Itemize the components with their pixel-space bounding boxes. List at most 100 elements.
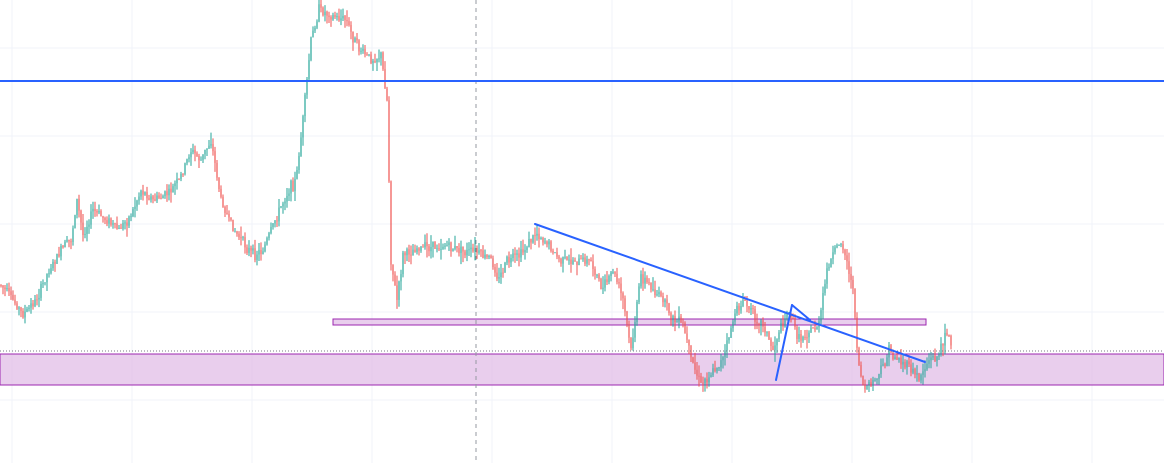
candle: [774, 336, 776, 362]
candle: [242, 235, 244, 241]
candle: [360, 47, 362, 55]
candle-body: [930, 357, 932, 361]
candle: [424, 234, 426, 250]
candle: [182, 173, 184, 178]
candle-body: [478, 250, 480, 253]
candle: [204, 149, 206, 160]
candle: [362, 44, 364, 54]
candle-body: [102, 216, 104, 218]
candle-body: [948, 334, 950, 336]
candle-body: [186, 159, 188, 164]
candle-body: [726, 340, 728, 351]
candle-body: [780, 322, 782, 333]
candle: [184, 162, 186, 176]
candle-body: [360, 50, 362, 52]
candle: [24, 304, 26, 324]
candle-body: [322, 7, 324, 16]
candle: [704, 377, 706, 392]
candle-body: [286, 195, 288, 202]
candle-body: [940, 343, 942, 354]
candle-body: [638, 286, 640, 302]
candle: [104, 216, 106, 225]
candle-body: [408, 249, 410, 255]
candle: [70, 238, 72, 250]
candle: [118, 224, 120, 230]
candle: [842, 240, 844, 254]
candle: [314, 25, 316, 33]
candle-body: [796, 327, 798, 339]
candle: [726, 333, 728, 358]
candle: [810, 324, 812, 333]
candle-body: [338, 15, 340, 21]
candle: [460, 240, 462, 265]
candle-body: [10, 291, 12, 295]
candle-body: [232, 219, 234, 232]
candle-body: [718, 367, 720, 369]
candle: [676, 318, 678, 323]
candle-body: [594, 268, 596, 275]
candle: [838, 244, 840, 247]
candle-body: [866, 385, 868, 390]
candle-body: [736, 305, 738, 314]
candle-body: [934, 355, 936, 361]
candle: [442, 243, 444, 250]
candle-body: [216, 162, 218, 178]
candle: [310, 36, 312, 62]
candle: [882, 358, 884, 367]
candle: [298, 152, 300, 174]
candle-body: [156, 195, 158, 201]
candle-body: [532, 235, 534, 243]
candle-body: [752, 308, 754, 310]
candle: [728, 336, 730, 344]
candle: [142, 184, 144, 201]
candle-body: [122, 222, 124, 229]
candle-body: [404, 252, 406, 256]
candle: [932, 353, 934, 361]
candle-body: [440, 248, 442, 250]
candle: [902, 355, 904, 373]
candle: [938, 352, 940, 361]
candle: [648, 278, 650, 286]
candle: [426, 233, 428, 258]
candle-body: [264, 244, 266, 252]
candle: [164, 190, 166, 199]
candle-body: [562, 257, 564, 264]
candle-body: [198, 155, 200, 161]
candle-body: [356, 38, 358, 41]
candle-body: [386, 88, 388, 101]
candle-body: [798, 334, 800, 339]
candle-body: [306, 79, 308, 95]
candle: [552, 248, 554, 255]
candle-body: [924, 369, 926, 372]
candle: [588, 258, 590, 266]
candle-body: [300, 137, 302, 157]
candle-body: [898, 357, 900, 360]
candle-body: [836, 245, 838, 248]
candle-body: [916, 373, 918, 375]
candle: [630, 337, 632, 351]
candle: [430, 235, 432, 259]
candle-body: [918, 373, 920, 381]
candle: [246, 244, 248, 256]
candle: [100, 209, 102, 217]
candle-body: [774, 345, 776, 351]
candle-body: [376, 58, 378, 63]
candle-body: [450, 242, 452, 252]
candle: [584, 253, 586, 267]
candle: [2, 284, 4, 295]
candle-body: [374, 60, 376, 63]
candle: [256, 250, 258, 266]
candle-body: [672, 315, 674, 321]
candle-body: [134, 206, 136, 210]
candle-body: [604, 279, 606, 288]
candle-body: [902, 361, 904, 365]
candle-body: [850, 273, 852, 280]
candle-body: [688, 339, 690, 346]
candle-body: [416, 248, 418, 253]
candle: [536, 224, 538, 241]
candle-body: [496, 272, 498, 279]
candle: [538, 227, 540, 248]
candle-body: [280, 206, 282, 208]
